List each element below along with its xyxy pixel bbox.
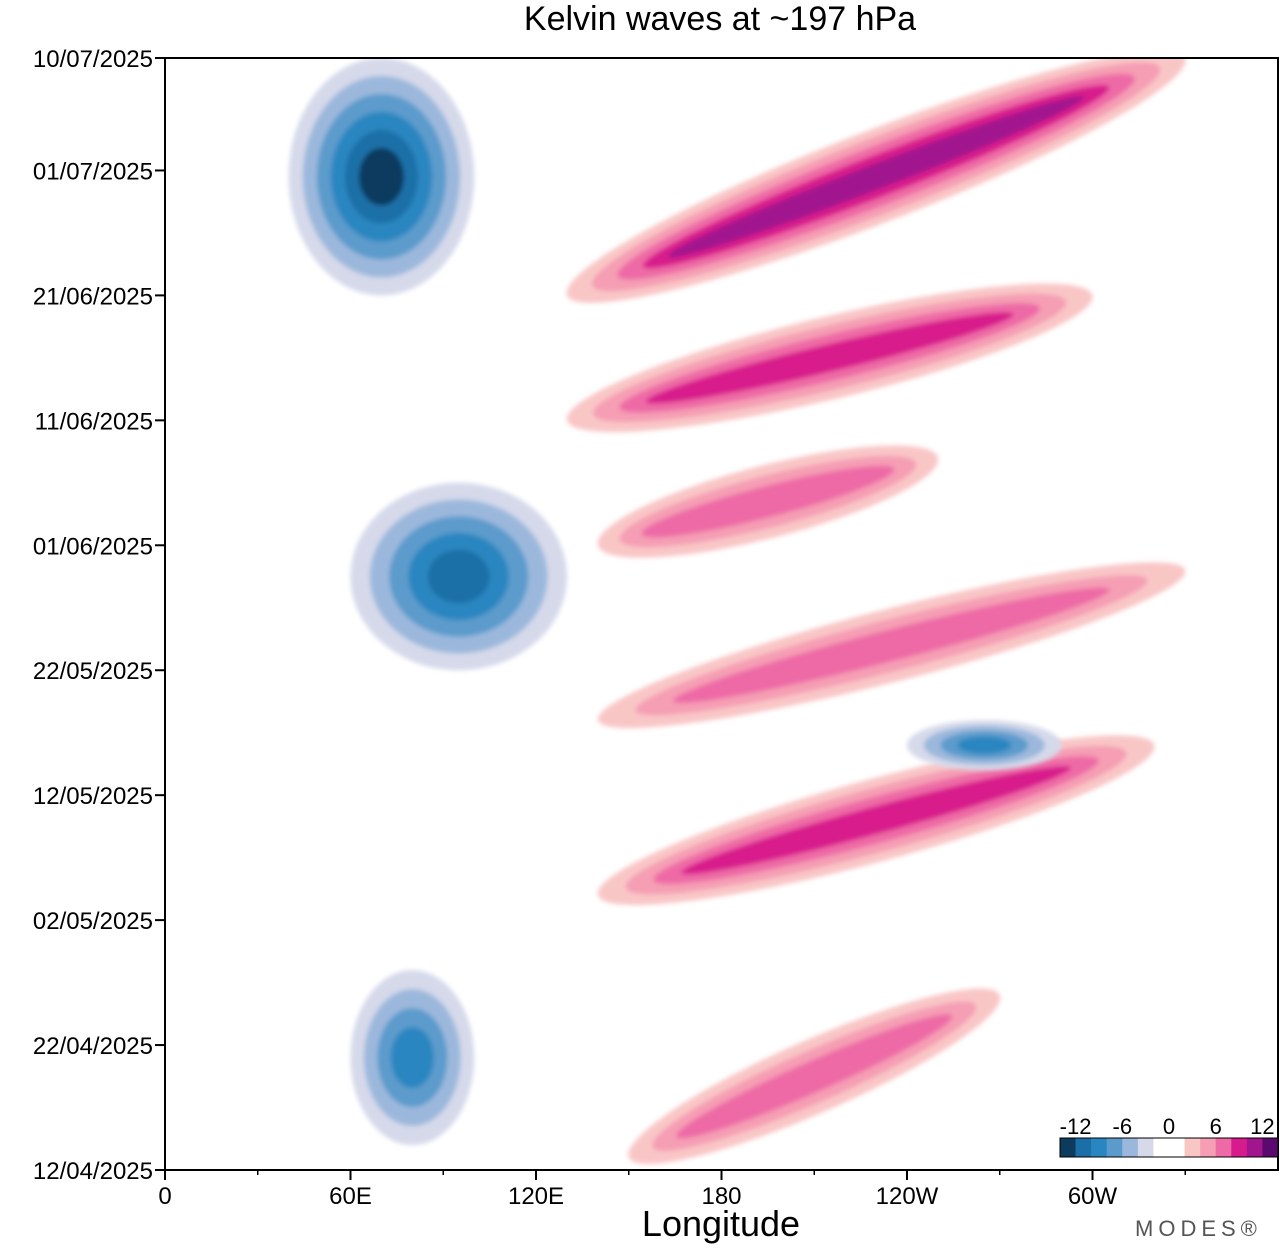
colorbar-swatch (1262, 1138, 1279, 1157)
chart-title: Kelvin waves at ~197 hPa (524, 0, 916, 38)
colorbar-swatch (1200, 1138, 1217, 1157)
contour-band (676, 1014, 953, 1139)
y-tick-label: 10/07/2025 (33, 46, 153, 73)
x-axis: 0 60E 120E 180 120W 60W (158, 1170, 1186, 1210)
x-tick-label: 120E (508, 1183, 564, 1210)
colorbar-swatch (1060, 1138, 1076, 1157)
contour-band (427, 549, 490, 604)
colorbar-swatch (1246, 1138, 1263, 1157)
positive-anomaly (566, 58, 1186, 303)
x-tick-label: 0 (158, 1183, 171, 1210)
positive-anomaly (566, 283, 1093, 433)
colorbar-swatch (1106, 1138, 1123, 1157)
colorbar-swatch (1075, 1138, 1092, 1157)
y-tick-label: 02/05/2025 (33, 908, 153, 935)
colorbar-label: -6 (1113, 1114, 1133, 1139)
x-tick-label: 180 (701, 1183, 741, 1210)
colorbar-label: 0 (1163, 1114, 1175, 1139)
contour-band (957, 736, 1012, 754)
contour-band (668, 95, 1085, 258)
colorbar-frame (1059, 1137, 1279, 1158)
y-tick-label: 21/06/2025 (33, 283, 153, 310)
positive-anomaly (597, 562, 1186, 729)
contour-band (390, 1027, 434, 1088)
colorbar-swatch (1231, 1138, 1248, 1157)
x-axis-title: Longitude (642, 1203, 800, 1244)
contour-band (358, 147, 404, 206)
negative-anomaly (907, 720, 1062, 771)
y-tick-label: 12/05/2025 (33, 783, 153, 810)
positive-anomaly (597, 445, 939, 558)
colorbar-label: -12 (1060, 1114, 1092, 1139)
y-tick-label: 12/04/2025 (33, 1158, 153, 1185)
negative-anomaly (288, 58, 475, 296)
contour-band (673, 587, 1110, 703)
y-tick-label: 01/07/2025 (33, 158, 153, 185)
hovmoller-field (288, 58, 1186, 1165)
modes-logo: MODES® (1135, 1216, 1262, 1241)
colorbar-label: 6 (1210, 1114, 1222, 1139)
colorbar-swatch (1137, 1138, 1154, 1157)
colorbar-swatch (1169, 1138, 1185, 1157)
colorbar-swatch (1184, 1138, 1201, 1157)
colorbar-swatch (1091, 1138, 1108, 1157)
contour-band (681, 766, 1071, 875)
y-tick-label: 22/05/2025 (33, 658, 153, 685)
colorbar-label: 12 (1250, 1114, 1274, 1139)
y-tick-label: 01/06/2025 (33, 533, 153, 560)
colorbar-swatch (1215, 1138, 1232, 1157)
y-tick-label: 22/04/2025 (33, 1033, 153, 1060)
negative-anomaly (350, 970, 475, 1146)
contour-band (641, 465, 895, 538)
colorbar: -12 -6 0 6 12 (1059, 1114, 1279, 1158)
positive-anomaly (597, 735, 1155, 906)
colorbar-swatch (1153, 1138, 1170, 1157)
x-tick-label: 60E (329, 1183, 372, 1210)
colorbar-swatch (1122, 1138, 1139, 1157)
x-tick-label: 120W (876, 1183, 939, 1210)
positive-anomaly (628, 988, 1001, 1165)
y-axis: 10/07/2025 01/07/2025 21/06/2025 11/06/2025… (33, 46, 165, 1185)
contour-band (645, 312, 1014, 404)
y-tick-label: 11/06/2025 (35, 408, 153, 435)
negative-anomaly (350, 482, 567, 671)
x-tick-label: 60W (1068, 1183, 1118, 1210)
